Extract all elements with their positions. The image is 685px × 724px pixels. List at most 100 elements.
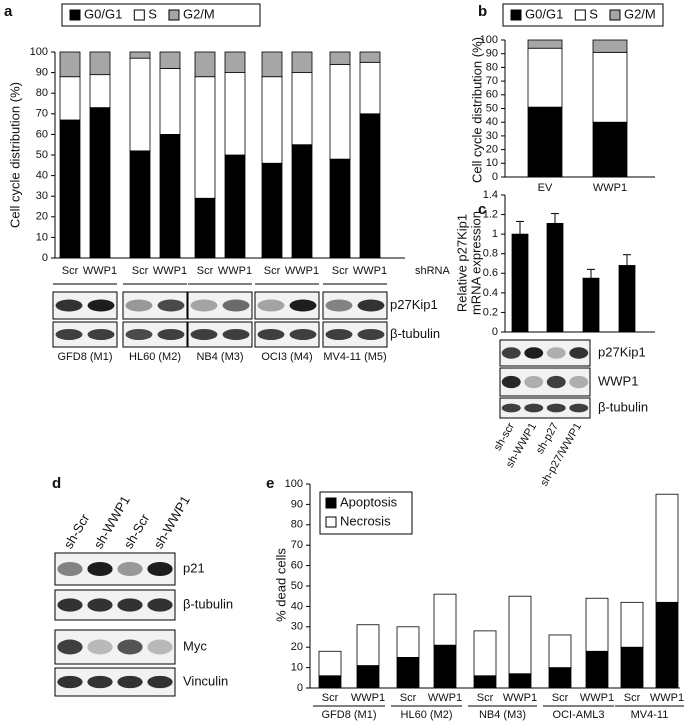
bar-segment xyxy=(356,665,380,689)
bar-segment xyxy=(585,597,609,652)
bar-segment xyxy=(592,39,628,53)
y-tick-label: 80 xyxy=(486,61,498,73)
bar-segment xyxy=(129,57,151,152)
bar-segment xyxy=(329,158,351,259)
blot-label: β-tubulin xyxy=(390,326,440,341)
bar-segment xyxy=(89,74,111,109)
blot-band xyxy=(546,403,566,413)
x-tick-label: Scr xyxy=(322,692,339,704)
x-tick-label: WWP1 xyxy=(83,265,117,277)
blot-band xyxy=(289,299,317,312)
bar-segment xyxy=(261,76,283,164)
legend-swatch xyxy=(510,9,522,21)
y-tick-label: 20 xyxy=(291,641,303,653)
legend-swatch xyxy=(609,9,621,21)
bar-segment xyxy=(592,121,628,178)
y-tick-label: 90 xyxy=(486,48,498,60)
bar-segment xyxy=(527,106,563,178)
blot-label: p27Kip1 xyxy=(598,344,646,359)
blot xyxy=(499,397,591,419)
bar-segment xyxy=(433,593,457,646)
bar-segment xyxy=(618,265,636,333)
blot-band xyxy=(117,561,143,577)
bar-segment xyxy=(159,68,181,135)
blot-band xyxy=(147,675,173,689)
blot-band xyxy=(157,299,185,312)
y-axis-label: Cell cycle distribution (%) xyxy=(7,82,22,228)
bar-segment xyxy=(508,673,532,689)
y-axis-label: Cell cycle distribution (%) xyxy=(469,37,484,183)
bar-segment xyxy=(585,650,609,689)
y-tick-label: 60 xyxy=(36,128,48,140)
y-tick-label: 70 xyxy=(486,75,498,87)
y-tick-label: 0 xyxy=(492,171,498,183)
x-tick-label: Scr xyxy=(477,692,494,704)
bar-segment xyxy=(89,51,111,76)
bar-segment xyxy=(291,144,313,259)
bar-segment xyxy=(224,51,246,74)
y-tick-label: 40 xyxy=(486,116,498,128)
legend-label: Necrosis xyxy=(340,513,391,528)
blot-band xyxy=(57,561,83,577)
blot-band xyxy=(222,299,250,312)
group-label: HL60 (M2) xyxy=(129,351,181,363)
blot-band xyxy=(257,329,285,340)
y-tick-label: 0 xyxy=(42,252,48,264)
bar-segment xyxy=(396,657,420,689)
blot-band xyxy=(501,347,521,359)
blot-band xyxy=(87,598,113,612)
blot-label: p27Kip1 xyxy=(390,297,438,312)
bar-segment xyxy=(527,39,563,49)
blot-band xyxy=(569,403,589,413)
x-tick-label: WWP1 xyxy=(580,692,614,704)
blot-band xyxy=(147,561,173,577)
y-tick-label: 0.8 xyxy=(483,248,498,260)
blot-band xyxy=(87,561,113,577)
y-tick-label: 90 xyxy=(36,67,48,79)
blot-band xyxy=(125,329,153,340)
group-label: OCI3 (M4) xyxy=(261,351,312,363)
legend-swatch xyxy=(69,9,81,21)
y-tick-label: 40 xyxy=(36,170,48,182)
bar-segment xyxy=(129,150,151,259)
legend-label: G2/M xyxy=(183,6,215,21)
blot-band xyxy=(501,375,521,389)
bar-segment xyxy=(655,601,679,689)
y-tick-label: 20 xyxy=(486,144,498,156)
legend-swatch xyxy=(168,9,180,21)
blot-band xyxy=(117,675,143,689)
bar-segment xyxy=(546,222,564,333)
y-tick-label: 100 xyxy=(285,478,303,490)
x-tick-label: WWP1 xyxy=(351,692,385,704)
legend-swatch xyxy=(325,516,337,528)
blot-band xyxy=(55,329,83,340)
y-tick-label: 20 xyxy=(36,211,48,223)
y-tick-label: 50 xyxy=(36,149,48,161)
x-axis-label: shRNA xyxy=(415,265,451,277)
bar-segment xyxy=(356,624,380,666)
x-tick-label: EV xyxy=(538,182,553,194)
x-tick-label: WWP1 xyxy=(353,265,387,277)
x-tick-label: WWP1 xyxy=(218,265,252,277)
bar-segment xyxy=(582,277,600,333)
bar-segment xyxy=(59,76,81,121)
blot-band xyxy=(289,329,317,340)
blot-band xyxy=(57,598,83,612)
blot-band xyxy=(546,347,566,359)
blot-band xyxy=(117,598,143,612)
x-tick-label: Scr xyxy=(62,265,79,277)
blot-band xyxy=(524,347,544,359)
x-tick-label: WWP1 xyxy=(593,182,627,194)
y-tick-label: 30 xyxy=(291,621,303,633)
y-tick-label: 10 xyxy=(486,157,498,169)
bar-segment xyxy=(59,51,81,78)
y-tick-label: 100 xyxy=(480,34,498,46)
x-tick-label: Scr xyxy=(400,692,417,704)
bar-segment xyxy=(224,72,246,156)
legend-box xyxy=(61,3,261,27)
bar-segment xyxy=(291,51,313,74)
y-tick-label: 1.2 xyxy=(483,208,498,220)
y-axis-label: mRNA expression xyxy=(468,211,483,315)
bar-segment xyxy=(473,630,497,677)
blot-band xyxy=(357,329,385,340)
